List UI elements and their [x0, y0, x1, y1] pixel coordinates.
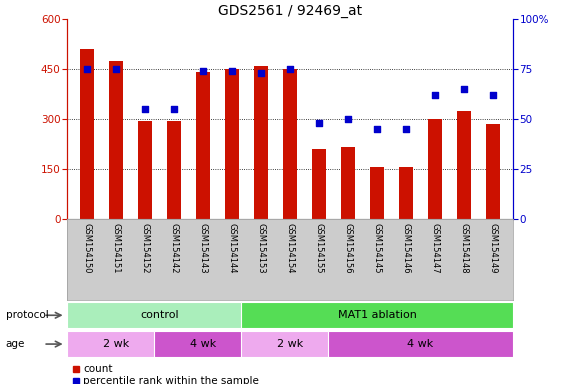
Bar	[67, 302, 252, 328]
Point	[82, 66, 92, 72]
Point	[401, 126, 411, 132]
Bar	[154, 331, 252, 357]
Point	[372, 126, 382, 132]
Bar	[341, 147, 355, 219]
Text: GSM154142: GSM154142	[169, 223, 179, 273]
Point	[256, 70, 266, 76]
Text: GSM154145: GSM154145	[372, 223, 382, 273]
Bar	[328, 331, 513, 357]
Text: 4 wk: 4 wk	[190, 339, 216, 349]
Bar	[67, 331, 165, 357]
Text: GSM154151: GSM154151	[111, 223, 121, 273]
Text: 2 wk: 2 wk	[103, 339, 129, 349]
Bar	[241, 302, 513, 328]
Text: GSM154143: GSM154143	[198, 223, 208, 273]
Bar	[457, 111, 471, 219]
Point	[343, 116, 353, 122]
Point	[430, 92, 440, 98]
Bar	[138, 121, 152, 219]
Text: GSM154144: GSM154144	[227, 223, 237, 273]
Bar	[196, 73, 210, 219]
Text: GSM154155: GSM154155	[314, 223, 324, 273]
Text: protocol: protocol	[6, 310, 49, 320]
Text: GSM154149: GSM154149	[488, 223, 498, 273]
Text: 2 wk: 2 wk	[277, 339, 303, 349]
Text: MAT1 ablation: MAT1 ablation	[338, 310, 416, 320]
Bar	[399, 167, 413, 219]
Bar	[225, 69, 239, 219]
Text: control: control	[140, 310, 179, 320]
Text: GSM154153: GSM154153	[256, 223, 266, 273]
Point	[111, 66, 121, 72]
Text: GSM154147: GSM154147	[430, 223, 440, 273]
Bar	[241, 331, 339, 357]
Bar	[486, 124, 500, 219]
Text: GSM154148: GSM154148	[459, 223, 469, 273]
Bar	[254, 66, 268, 219]
Point	[314, 120, 324, 126]
Point	[459, 86, 469, 92]
Text: GSM154150: GSM154150	[82, 223, 92, 273]
Text: GSM154156: GSM154156	[343, 223, 353, 273]
Bar	[428, 119, 442, 219]
Point	[140, 106, 150, 112]
Text: GSM154152: GSM154152	[140, 223, 150, 273]
Text: 4 wk: 4 wk	[407, 339, 434, 349]
Point	[285, 66, 295, 72]
Point	[488, 92, 498, 98]
Bar	[312, 149, 326, 219]
Bar	[370, 167, 384, 219]
Bar	[167, 121, 181, 219]
Bar	[80, 49, 94, 219]
Text: GSM154146: GSM154146	[401, 223, 411, 273]
Bar	[283, 69, 297, 219]
Point	[198, 68, 208, 74]
Point	[227, 68, 237, 74]
Point	[169, 106, 179, 112]
Text: GSM154154: GSM154154	[285, 223, 295, 273]
Bar	[109, 61, 123, 219]
Title: GDS2561 / 92469_at: GDS2561 / 92469_at	[218, 4, 362, 18]
Text: age: age	[6, 339, 25, 349]
Legend: count, percentile rank within the sample: count, percentile rank within the sample	[72, 364, 259, 384]
